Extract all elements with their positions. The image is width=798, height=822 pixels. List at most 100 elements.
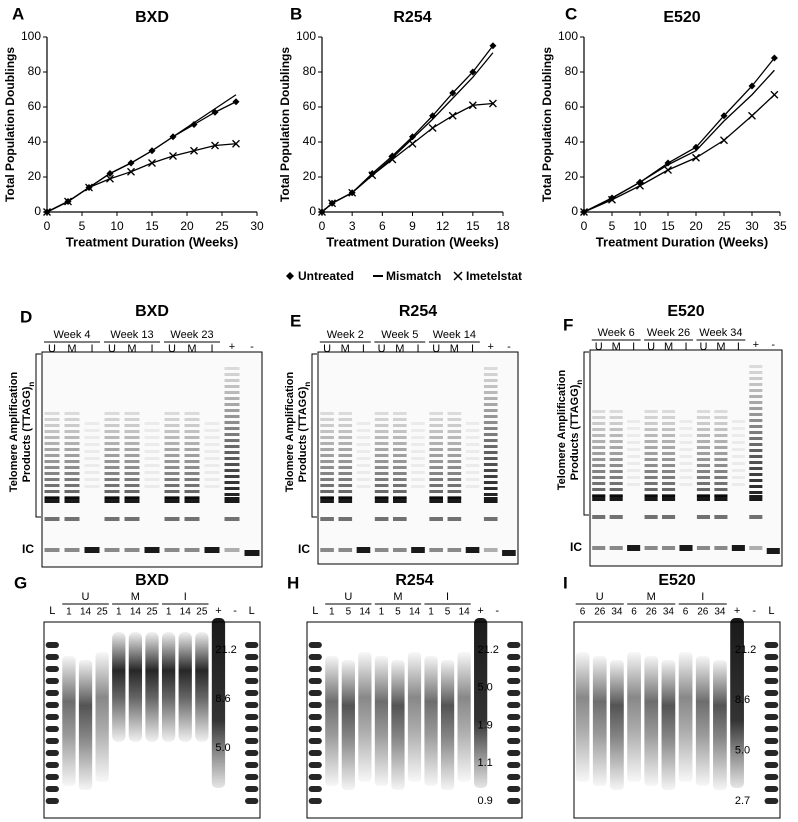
legend-label: Imetelstat bbox=[466, 269, 522, 283]
x-tick-label: 18 bbox=[496, 219, 510, 233]
gel-band bbox=[393, 466, 407, 469]
gel-band bbox=[749, 495, 763, 501]
gel-band bbox=[374, 478, 389, 481]
gel-band bbox=[124, 478, 140, 481]
gel-band bbox=[644, 410, 658, 413]
point-x bbox=[232, 139, 240, 148]
gel-band bbox=[64, 497, 80, 503]
lane-label: + bbox=[229, 341, 235, 353]
gel-band bbox=[696, 446, 710, 449]
lane-label: 1 bbox=[66, 607, 72, 618]
gel-band bbox=[679, 469, 693, 472]
gel-band bbox=[184, 497, 200, 503]
gel-band bbox=[144, 478, 160, 481]
gel-band bbox=[592, 470, 606, 473]
y-tick-label: 20 bbox=[565, 169, 579, 183]
lane-label: M bbox=[664, 341, 673, 353]
group-label: U bbox=[596, 591, 604, 603]
point-x bbox=[127, 167, 135, 176]
gel-band bbox=[224, 439, 240, 442]
y-label: Products (TTAGG)n bbox=[297, 382, 312, 483]
gel-band bbox=[224, 367, 240, 370]
ladder-band bbox=[308, 714, 322, 720]
ladder-band bbox=[245, 750, 259, 756]
gel-band bbox=[104, 472, 120, 475]
gel-band bbox=[374, 448, 389, 451]
gel-band bbox=[393, 484, 407, 487]
gel-band bbox=[592, 482, 606, 485]
gel-band bbox=[224, 385, 240, 388]
gel-band bbox=[144, 485, 160, 488]
lane-label: I bbox=[684, 341, 687, 353]
gel-band bbox=[447, 497, 462, 503]
series-line bbox=[321, 45, 494, 213]
gel-band bbox=[184, 517, 200, 521]
gel-band bbox=[144, 450, 160, 453]
gel-band bbox=[447, 548, 462, 552]
legend-label: Untreated bbox=[298, 269, 354, 283]
smear bbox=[62, 656, 76, 786]
ladder-band bbox=[245, 666, 259, 672]
week-label: Week 14 bbox=[433, 329, 476, 341]
ladder-band bbox=[245, 738, 259, 744]
gel-band bbox=[374, 484, 389, 487]
point-x bbox=[608, 195, 616, 204]
gel-band bbox=[483, 497, 498, 503]
gel-band bbox=[44, 497, 60, 503]
gel-band bbox=[144, 429, 160, 432]
gel-band bbox=[483, 409, 498, 412]
ladder-band bbox=[45, 702, 59, 708]
size-marker: 5.0 bbox=[477, 682, 492, 694]
gel-band bbox=[204, 422, 220, 425]
size-marker: 1.9 bbox=[477, 719, 492, 731]
gel-band bbox=[184, 436, 200, 439]
point-x bbox=[190, 146, 198, 155]
gel-band bbox=[627, 483, 641, 486]
gel-band bbox=[393, 454, 407, 457]
gel-band bbox=[411, 464, 425, 467]
gel-band bbox=[338, 484, 353, 487]
gel-band bbox=[679, 420, 693, 423]
lane-label: 26 bbox=[594, 607, 606, 618]
x-tick-label: 30 bbox=[250, 219, 264, 233]
group-label: U bbox=[344, 591, 352, 603]
gel-band bbox=[124, 418, 140, 421]
lane-label: + bbox=[734, 605, 740, 617]
lane-label: U bbox=[647, 341, 655, 353]
gel-band bbox=[338, 442, 353, 445]
gel-band bbox=[84, 464, 100, 467]
gel-band bbox=[374, 497, 389, 503]
gel-band bbox=[320, 424, 334, 427]
week-label: Week 2 bbox=[327, 329, 364, 341]
gel-band bbox=[696, 434, 710, 437]
gel-band bbox=[356, 422, 371, 425]
lane-label: - bbox=[233, 605, 237, 617]
ladder-band bbox=[507, 702, 521, 708]
gel-band bbox=[465, 471, 480, 474]
gel-band bbox=[64, 548, 80, 552]
ladder-band bbox=[245, 714, 259, 720]
gel-band bbox=[144, 464, 160, 467]
gel-band bbox=[44, 442, 60, 445]
gel-band bbox=[204, 464, 220, 467]
gel-band bbox=[447, 490, 462, 493]
gel-band bbox=[124, 430, 140, 433]
size-marker: 2.7 bbox=[735, 795, 750, 807]
gel-band bbox=[644, 428, 658, 431]
gel-band bbox=[338, 497, 353, 503]
gel-band bbox=[714, 434, 728, 437]
gel-band bbox=[64, 442, 80, 445]
gel-title: E520 bbox=[667, 303, 704, 320]
lane-label: L bbox=[49, 605, 55, 617]
smear bbox=[627, 652, 641, 782]
gel-band bbox=[592, 464, 606, 467]
lane-label: 14 bbox=[130, 607, 142, 618]
gel-band bbox=[338, 436, 353, 439]
gel-band bbox=[393, 412, 407, 415]
gel-band bbox=[749, 467, 763, 470]
gel-band bbox=[662, 495, 676, 501]
point-diamond bbox=[409, 133, 416, 141]
y-label-main: Products (TTAGG) bbox=[297, 386, 309, 482]
gel-band bbox=[749, 437, 763, 440]
gel-band bbox=[184, 418, 200, 421]
